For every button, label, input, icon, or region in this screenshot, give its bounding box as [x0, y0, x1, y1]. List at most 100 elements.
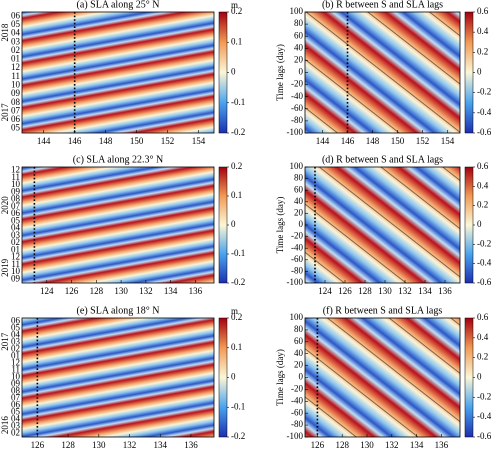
x-tick-label: 154 — [192, 136, 206, 146]
x-tick-label: 136 — [189, 286, 203, 296]
x-tick-label: 148 — [99, 136, 113, 146]
y-tick-label: 20 — [294, 360, 304, 370]
colorbar-tick-label: -0.6 — [477, 127, 492, 137]
y-tick-label: 01 — [11, 244, 20, 254]
y-tick-label: 0 — [299, 372, 304, 382]
colorbar-tick-label: -0.4 — [477, 107, 492, 117]
y-tick-label: 07 — [11, 105, 21, 115]
y-tick-label: -60 — [291, 103, 303, 113]
y-tick-label: 09 — [11, 88, 21, 98]
colorbar-tick-label: 0 — [231, 219, 236, 229]
x-tick-label: 136 — [435, 440, 449, 450]
y-axis-label: Time lags (day) — [275, 44, 285, 101]
y-axis-label: Time lags (day) — [275, 349, 285, 406]
x-tick-label: 152 — [416, 136, 430, 146]
colorbar-tick-label: -0.6 — [477, 277, 492, 287]
y-tick-label: 80 — [294, 173, 304, 183]
y-tick-label: -100 — [287, 277, 304, 287]
y-tick-label: 03 — [11, 230, 21, 240]
colorbar-tick-label: 0.2 — [231, 6, 242, 16]
colorbar-tick-label: -0.2 — [231, 431, 245, 441]
colorbar-tick-label: 0 — [477, 219, 482, 229]
colorbar-tick-label: -0.2 — [477, 391, 491, 401]
y-tick-label: -20 — [291, 79, 303, 89]
x-tick-label: 128 — [90, 286, 104, 296]
colorbar-tick-label: 0.6 — [477, 161, 489, 171]
colorbar — [464, 166, 474, 284]
x-tick-label: 128 — [358, 286, 372, 296]
colorbar-tick-label: -0.2 — [231, 277, 245, 287]
colorbar-tick-label: 0 — [231, 67, 236, 77]
y-tick-label: -80 — [291, 419, 303, 429]
x-tick-label: 150 — [391, 136, 405, 146]
plot-frame — [21, 317, 215, 438]
y-tick-label: 60 — [294, 184, 304, 194]
x-tick-label: 152 — [161, 136, 175, 146]
heatmap-field — [22, 318, 214, 437]
colorbar — [218, 166, 228, 284]
colorbar-tick-label: 0 — [231, 372, 236, 382]
y-tick-label: 02 — [11, 344, 20, 354]
x-tick-label: 128 — [61, 440, 75, 450]
y-tick-label: 02 — [11, 428, 20, 438]
x-tick-label: 126 — [65, 286, 79, 296]
y-tick-label: 05 — [11, 19, 21, 29]
y-tick-label: 01 — [11, 54, 20, 64]
y-tick-label: -60 — [291, 407, 303, 417]
y-tick-label: 20 — [294, 54, 304, 64]
colorbar-tick-label: 0.1 — [231, 342, 242, 352]
heatmap-field — [22, 167, 214, 283]
y-tick-label: 40 — [294, 42, 304, 52]
colorbar-tick-label: 0.4 — [477, 26, 489, 36]
colorbar-tick-label: -0.1 — [231, 248, 245, 258]
colorbar-tick-label: 0.2 — [477, 46, 488, 56]
y-tick-label: 06 — [11, 10, 21, 20]
panel-title: (a) SLA along 25° N — [77, 0, 160, 10]
x-tick-label: 134 — [418, 286, 432, 296]
y-tick-label: 40 — [294, 196, 304, 206]
heatmap-field — [305, 167, 460, 283]
y-tick-label: 03 — [11, 421, 21, 431]
x-tick-label: 146 — [68, 136, 82, 146]
x-tick-label: 128 — [335, 440, 349, 450]
y-tick-label: 12 — [11, 358, 20, 368]
y-tick-label: -80 — [291, 265, 303, 275]
colorbar-tick-label: -0.4 — [477, 411, 492, 421]
plot-frame — [21, 11, 215, 134]
y-tick-label: 11 — [11, 365, 20, 375]
y-tick-label: 03 — [11, 337, 21, 347]
x-tick-label: 130 — [378, 286, 392, 296]
x-tick-label: 130 — [114, 286, 128, 296]
year-label: 2017 — [0, 332, 10, 351]
colorbar-label: m — [231, 0, 238, 10]
y-tick-label: 06 — [11, 316, 21, 326]
colorbar-tick-label: -0.6 — [477, 431, 492, 441]
panel-title: (b) R between S and SLA lags — [322, 0, 443, 10]
y-tick-label: 06 — [11, 114, 21, 124]
y-tick-label: -100 — [287, 127, 304, 137]
y-tick-label: 100 — [290, 312, 304, 322]
colorbar-tick-label: -0.1 — [231, 401, 245, 411]
y-tick-label: 03 — [11, 36, 21, 46]
y-tick-label: 60 — [294, 30, 304, 40]
y-tick-label: 05 — [11, 323, 21, 333]
x-tick-label: 132 — [123, 440, 137, 450]
y-tick-label: -100 — [287, 431, 304, 441]
y-tick-label: 11 — [11, 71, 20, 81]
colorbar — [218, 317, 228, 438]
colorbar — [464, 11, 474, 134]
x-tick-label: 124 — [40, 286, 54, 296]
y-tick-label: 09 — [11, 379, 21, 389]
colorbar-tick-label: -0.2 — [477, 87, 491, 97]
y-tick-label: 06 — [11, 400, 21, 410]
y-tick-label: 04 — [11, 28, 21, 38]
y-tick-label: 07 — [11, 201, 21, 211]
y-tick-label: 60 — [294, 336, 304, 346]
heatmap-field — [305, 318, 460, 437]
y-tick-label: 10 — [11, 179, 21, 189]
x-tick-label: 126 — [311, 440, 325, 450]
x-tick-label: 146 — [341, 136, 355, 146]
x-tick-label: 134 — [410, 440, 424, 450]
colorbar-tick-label: 0.2 — [231, 161, 242, 171]
y-tick-label: -40 — [291, 395, 303, 405]
